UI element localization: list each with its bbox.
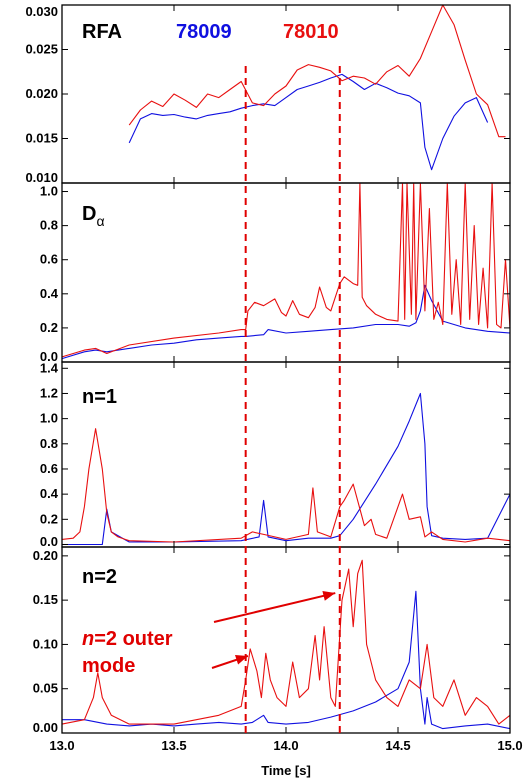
- series-line-dalpha-78009: [61, 284, 511, 360]
- annotation-line1-rest: =2 outer: [94, 628, 173, 650]
- y-tick-label: 0.00: [33, 720, 58, 735]
- series-line-n1-78010: [61, 428, 511, 543]
- plot-layer: 0.010 0.015 0.020 0.025 0.030 0.0 0.2 0.4 0.6 0.8…: [25, 4, 522, 753]
- legend-title-rfa: RFA: [82, 21, 122, 43]
- panel-title-n1: n=1: [82, 386, 117, 408]
- x-tick-label: 15.0: [497, 738, 522, 753]
- y-tick-label: 0.05: [33, 681, 58, 696]
- x-tick-label: 13.0: [49, 738, 74, 753]
- series-line-n2-78010: [61, 559, 511, 725]
- panel-frame: [61, 361, 511, 548]
- x-tick-label: 14.0: [273, 738, 298, 753]
- annotation-arrow-head: [322, 591, 336, 601]
- annotation-arrow-shaft: [213, 592, 336, 623]
- panel-title-dalpha-sub: α: [96, 213, 104, 229]
- y-tick-label: 0.4: [40, 486, 59, 501]
- y-tick-label: 1.0: [40, 184, 58, 199]
- panel-title-dalpha: Dα: [82, 203, 105, 229]
- series-line-dalpha-78010: [61, 182, 511, 358]
- panel-frame: [61, 182, 511, 363]
- x-tick-label: 13.5: [161, 738, 186, 753]
- y-tick-label: 0.010: [25, 170, 58, 185]
- y-tick-label: 0.020: [25, 86, 58, 101]
- y-tick-label: 0.6: [40, 252, 58, 267]
- y-tick-label: 0.6: [40, 461, 58, 476]
- series-line-rfa-78010: [128, 4, 506, 138]
- legend-shot-78010: 78010: [283, 21, 339, 43]
- y-tick-label: 1.0: [40, 411, 58, 426]
- annotation-n-italic: n: [82, 628, 94, 650]
- y-tick-label: 0.0: [40, 534, 58, 549]
- series-line-n2-78009: [62, 590, 511, 730]
- y-tick-label: 0.015: [25, 131, 58, 146]
- y-tick-label: 0.8: [40, 436, 58, 451]
- y-tick-label: 0.030: [25, 4, 58, 19]
- annotation-n2-outer: n=2 outer: [82, 628, 173, 650]
- x-axis-label: Time [s]: [261, 763, 311, 778]
- y-tick-label: 0.10: [33, 636, 58, 651]
- y-tick-label: 0.2: [40, 320, 58, 335]
- series-line-n1-78009: [62, 392, 511, 546]
- y-tick-label: 0.2: [40, 511, 58, 526]
- y-tick-label: 0.0: [40, 349, 58, 364]
- y-tick-label: 0.8: [40, 218, 58, 233]
- y-tick-label: 0.15: [33, 592, 58, 607]
- y-tick-label: 1.2: [40, 385, 58, 400]
- annotation-mode: mode: [82, 655, 135, 677]
- annotation-arrow-head: [235, 655, 248, 665]
- panel-title-dalpha-main: D: [82, 203, 96, 225]
- y-tick-label: 0.4: [40, 286, 59, 301]
- series-line-rfa-78009: [128, 73, 489, 171]
- panel-title-n2: n=2: [82, 566, 117, 588]
- y-tick-label: 1.4: [40, 360, 59, 375]
- legend-shot-78009: 78009: [176, 21, 232, 43]
- y-tick-label: 0.20: [33, 548, 58, 563]
- x-tick-label: 14.5: [385, 738, 410, 753]
- y-tick-label: 0.025: [25, 42, 58, 57]
